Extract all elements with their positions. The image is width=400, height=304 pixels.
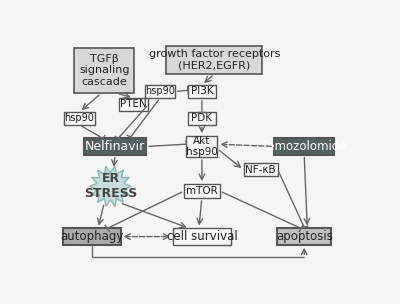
- Text: autophagy: autophagy: [60, 230, 124, 243]
- FancyBboxPatch shape: [184, 184, 220, 198]
- FancyBboxPatch shape: [244, 164, 278, 176]
- FancyBboxPatch shape: [188, 112, 216, 125]
- FancyBboxPatch shape: [173, 228, 230, 245]
- FancyBboxPatch shape: [74, 48, 134, 93]
- Text: mTOR: mTOR: [186, 186, 218, 196]
- Text: PTEN: PTEN: [120, 99, 147, 109]
- FancyBboxPatch shape: [274, 138, 334, 155]
- FancyBboxPatch shape: [188, 85, 216, 98]
- Text: TGFβ
signaling
cascade: TGFβ signaling cascade: [79, 54, 130, 87]
- Text: growth factor receptors
(HER2,EGFR): growth factor receptors (HER2,EGFR): [149, 49, 280, 71]
- FancyBboxPatch shape: [63, 228, 120, 245]
- Text: cell survival: cell survival: [166, 230, 237, 243]
- Polygon shape: [90, 166, 131, 206]
- Text: ER
STRESS: ER STRESS: [84, 172, 137, 200]
- Text: hsp90: hsp90: [145, 87, 175, 96]
- FancyBboxPatch shape: [166, 46, 262, 74]
- FancyBboxPatch shape: [64, 112, 95, 125]
- Text: Temozolomide: Temozolomide: [262, 140, 346, 153]
- Text: hsp90: hsp90: [64, 113, 94, 123]
- Text: PDK: PDK: [192, 113, 212, 123]
- Text: NF-κB: NF-κB: [246, 165, 276, 175]
- FancyBboxPatch shape: [145, 85, 175, 98]
- Text: apoptosis: apoptosis: [276, 230, 333, 243]
- Text: PI3K: PI3K: [190, 87, 213, 96]
- FancyBboxPatch shape: [277, 228, 331, 245]
- FancyBboxPatch shape: [119, 98, 148, 111]
- Text: Nelfinavir: Nelfinavir: [85, 140, 145, 153]
- FancyBboxPatch shape: [84, 138, 146, 155]
- Text: Akt
hsp90: Akt hsp90: [186, 136, 218, 157]
- FancyBboxPatch shape: [186, 136, 218, 157]
